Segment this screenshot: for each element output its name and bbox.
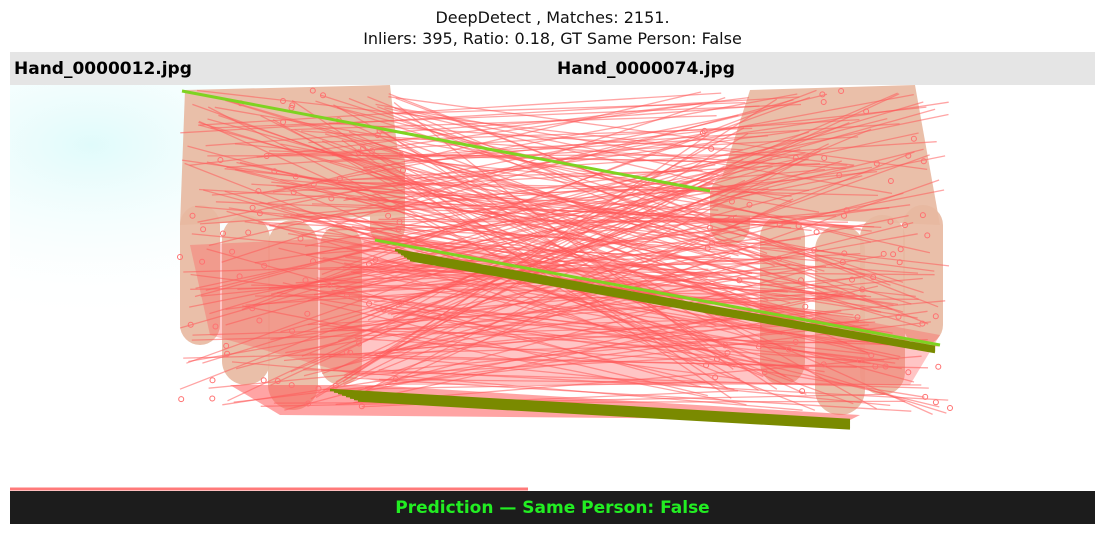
- title-line-2: Inliers: 395, Ratio: 0.18, GT Same Perso…: [0, 28, 1105, 49]
- right-image-filename: Hand_0000074.jpg: [557, 59, 735, 79]
- title-line-1: DeepDetect , Matches: 2151.: [0, 7, 1105, 28]
- figure-title: DeepDetect , Matches: 2151. Inliers: 395…: [0, 7, 1105, 49]
- prediction-bar: Prediction — Same Person: False: [10, 491, 1095, 524]
- match-visualization: [10, 85, 1095, 491]
- left-image-filename: Hand_0000012.jpg: [14, 59, 192, 79]
- prediction-text: Prediction — Same Person: False: [395, 498, 709, 518]
- filename-bar: Hand_0000012.jpg Hand_0000074.jpg: [10, 52, 1095, 85]
